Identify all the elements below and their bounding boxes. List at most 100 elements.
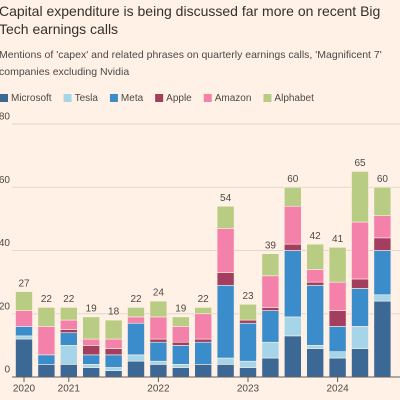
legend-label: Tesla xyxy=(75,93,99,104)
bar-segment xyxy=(261,357,280,378)
bar-segment xyxy=(328,326,347,352)
total-label: 39 xyxy=(265,240,277,251)
bar-segment xyxy=(194,307,212,315)
legend-swatch xyxy=(0,94,8,102)
bar-segment xyxy=(239,319,257,324)
bar-segment xyxy=(261,307,280,311)
legend-label: Microsoft xyxy=(11,93,52,104)
legend-swatch xyxy=(109,94,118,102)
x-tick-label: 2022 xyxy=(147,384,170,395)
total-label: 22 xyxy=(41,294,53,305)
bar-segment xyxy=(37,354,56,365)
bar-segment xyxy=(104,370,123,378)
bar-segment xyxy=(306,281,325,286)
bar-segment xyxy=(351,288,369,327)
bar-segment xyxy=(37,326,56,356)
bar-segment xyxy=(194,364,212,378)
bar-segment xyxy=(104,348,123,356)
bar-segment xyxy=(82,345,100,356)
total-label: 54 xyxy=(220,193,232,204)
legend-swatch xyxy=(63,94,72,102)
total-label: 22 xyxy=(63,294,75,305)
y-tick-label: 40 xyxy=(0,238,10,249)
bar-segment xyxy=(239,322,257,362)
y-tick-label: 20 xyxy=(0,301,10,312)
legend-label: Apple xyxy=(166,93,192,104)
header: Capital expenditure is being discussed f… xyxy=(0,2,399,81)
bar-segment xyxy=(216,357,235,365)
bar-segment xyxy=(373,237,392,251)
legend-swatch xyxy=(263,94,272,102)
bar-segment xyxy=(127,322,145,356)
bar-segment xyxy=(328,351,347,359)
legend-label: Alphabet xyxy=(274,93,314,104)
x-tick-label: 2024 xyxy=(326,384,349,395)
bar-segment xyxy=(37,307,56,327)
bar-segment xyxy=(216,284,235,359)
legend-label: Amazon xyxy=(215,93,252,104)
bar-segment xyxy=(149,364,168,378)
bar-segment xyxy=(194,338,212,343)
total-label: 27 xyxy=(18,278,30,289)
bar-segment xyxy=(373,300,392,378)
bar-segment xyxy=(306,243,325,270)
bar-segment xyxy=(351,221,369,280)
x-tick-label: 2020 xyxy=(13,384,36,395)
bar-segment xyxy=(104,319,123,340)
bar-segment xyxy=(82,364,100,368)
bar-segment xyxy=(149,338,168,343)
bar-segment xyxy=(373,186,392,217)
total-label: 19 xyxy=(175,304,187,315)
bar-segment xyxy=(172,341,190,346)
bar-segment xyxy=(59,345,78,365)
bar-segment xyxy=(127,354,145,362)
bar-segment xyxy=(373,294,392,302)
bar-segment xyxy=(283,205,302,245)
bar-segment xyxy=(59,329,78,334)
bar-segment xyxy=(59,364,78,378)
bar-segment xyxy=(261,341,280,359)
bar-segment xyxy=(239,303,257,321)
bar-segment xyxy=(351,278,369,289)
bar-segment xyxy=(82,316,100,340)
bar-segment xyxy=(373,250,392,296)
bar-segment xyxy=(127,360,145,378)
total-label: 23 xyxy=(242,291,254,302)
bar-segment xyxy=(306,348,325,378)
bar-segment xyxy=(216,272,235,286)
bar-segment xyxy=(15,326,33,337)
bar-segment xyxy=(328,310,347,327)
bar-segment xyxy=(15,338,33,378)
bar-segment xyxy=(172,345,190,365)
bar-segment xyxy=(172,367,190,378)
bar-segment xyxy=(104,354,123,368)
bar-segment xyxy=(15,310,33,327)
y-tick-label: 80 xyxy=(0,112,10,123)
legend-swatch xyxy=(203,94,212,102)
bar-segment xyxy=(82,338,100,346)
total-label: 19 xyxy=(86,304,98,315)
bar-segment xyxy=(261,275,280,308)
bar-segment xyxy=(172,364,190,368)
bar-segment xyxy=(216,364,235,378)
bar-segment xyxy=(172,326,190,343)
bar-segment xyxy=(328,357,347,378)
bar-segment xyxy=(283,250,302,318)
bar-segment xyxy=(351,171,369,223)
bar-segment xyxy=(239,360,257,368)
bar-segment xyxy=(82,367,100,378)
bar-segment xyxy=(172,316,190,327)
bar-segment xyxy=(15,291,33,311)
bar-segment xyxy=(194,313,212,340)
bar-segment xyxy=(104,338,123,349)
bar-segment xyxy=(351,348,369,378)
bar-segment xyxy=(239,367,257,378)
bar-segment xyxy=(306,284,325,346)
bar-segment xyxy=(306,269,325,283)
total-label: 41 xyxy=(332,234,344,245)
y-tick-label: 60 xyxy=(0,175,10,186)
bar-segment xyxy=(37,364,56,378)
bar-segment xyxy=(15,335,33,340)
